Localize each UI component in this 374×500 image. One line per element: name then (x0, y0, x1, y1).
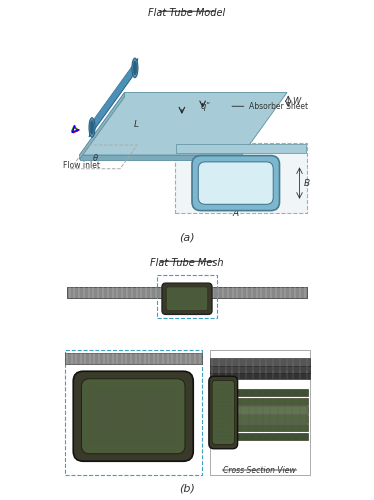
Bar (157, 275, 217, 318)
Text: A: A (233, 209, 239, 218)
Bar (64, 350, 202, 475)
Bar (209, 358, 310, 366)
Text: Absorber Sheet: Absorber Sheet (232, 102, 309, 111)
FancyBboxPatch shape (82, 379, 185, 454)
Polygon shape (80, 155, 242, 160)
Bar (64, 352, 202, 364)
FancyBboxPatch shape (209, 376, 237, 449)
Polygon shape (91, 60, 137, 125)
Bar (211, 424, 308, 431)
Bar (211, 398, 308, 405)
Text: qʺ: qʺ (200, 102, 209, 112)
Bar (176, 144, 306, 153)
Bar (211, 389, 308, 396)
Text: Flat Tube Mesh: Flat Tube Mesh (150, 258, 224, 268)
Polygon shape (80, 92, 287, 155)
Bar (67, 287, 307, 298)
Text: θ: θ (93, 154, 98, 163)
Ellipse shape (90, 120, 94, 134)
Polygon shape (89, 58, 138, 137)
Bar (211, 406, 308, 414)
Text: (a): (a) (179, 232, 195, 242)
Polygon shape (80, 92, 125, 160)
Bar (211, 432, 308, 440)
FancyBboxPatch shape (198, 162, 273, 204)
Text: Flat Tube Model: Flat Tube Model (148, 8, 226, 18)
Ellipse shape (133, 61, 137, 75)
Text: B: B (304, 178, 310, 188)
Ellipse shape (89, 118, 95, 137)
Text: W: W (292, 97, 300, 106)
Ellipse shape (132, 58, 138, 78)
Bar (175, 142, 307, 212)
Text: Cross Section View: Cross Section View (223, 466, 296, 475)
Bar (209, 365, 310, 373)
Text: (b): (b) (179, 484, 195, 494)
FancyBboxPatch shape (73, 371, 193, 461)
FancyBboxPatch shape (212, 380, 234, 444)
Text: L: L (134, 120, 139, 130)
FancyBboxPatch shape (192, 156, 279, 210)
Text: Flow inlet: Flow inlet (63, 161, 100, 170)
Bar (211, 415, 308, 422)
Bar (209, 371, 310, 379)
FancyBboxPatch shape (166, 287, 208, 310)
Bar (209, 350, 310, 475)
FancyBboxPatch shape (162, 283, 212, 314)
